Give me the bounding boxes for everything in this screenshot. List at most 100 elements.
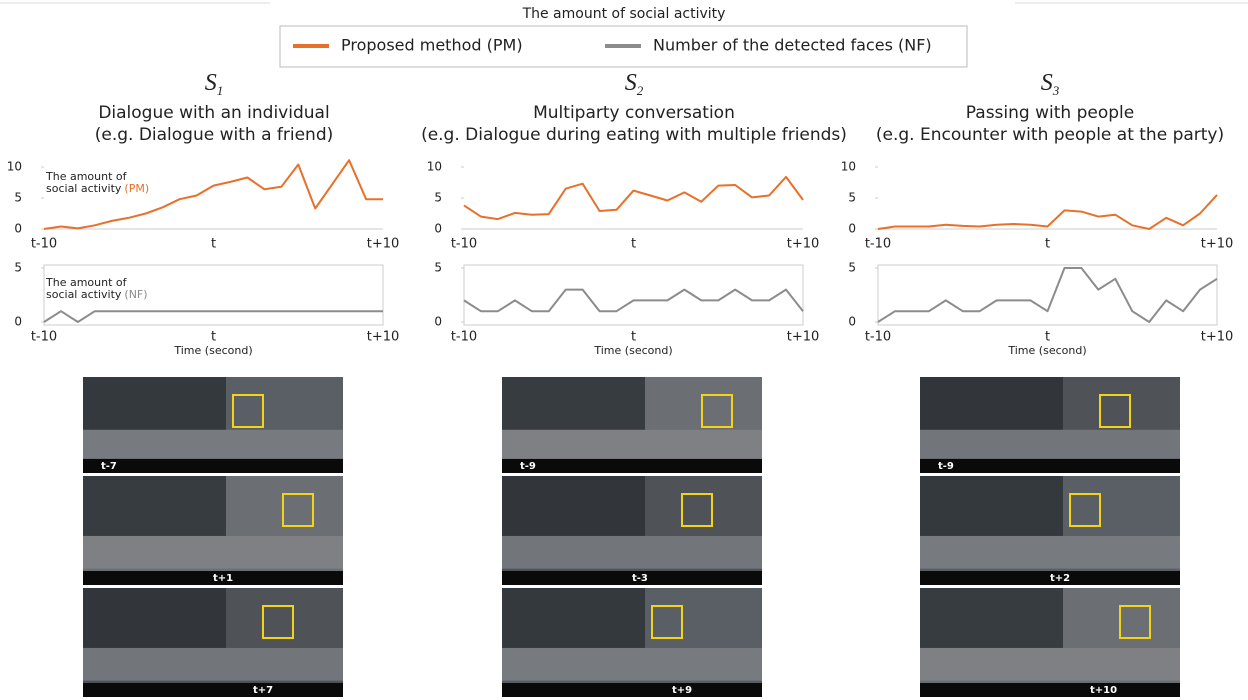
photo-wall — [920, 476, 1063, 536]
y-tick-label: 5 — [848, 191, 856, 205]
y-tick-label: 5 — [14, 261, 22, 275]
x-tick-label: t — [211, 330, 216, 345]
caption-strip — [502, 683, 762, 697]
frame-label: t-3 — [632, 573, 648, 584]
x-tick-label: t-10 — [865, 330, 891, 345]
y-tick-label: 10 — [7, 160, 22, 174]
line-series — [44, 311, 383, 322]
y-tick-label: 5 — [14, 191, 22, 205]
frame-label: t+10 — [1090, 685, 1117, 696]
photo-floor — [920, 430, 1180, 459]
scene-symbol: S2 — [625, 70, 644, 98]
frame-label: t-9 — [520, 461, 536, 472]
line-series — [464, 177, 803, 219]
annotation-series: (NF) — [124, 288, 147, 301]
scene-example: (e.g. Dialogue during eating with multip… — [421, 125, 847, 145]
scene-heading: Dialogue with an individual — [98, 103, 329, 123]
photo-floor — [502, 430, 762, 459]
frame-label: t+1 — [213, 573, 233, 584]
plot-frame — [464, 265, 803, 325]
x-tick-label: t-10 — [31, 237, 57, 252]
x-tick-label: t+10 — [787, 237, 820, 252]
photo-wall — [83, 377, 226, 430]
y-tick-label: 0 — [14, 222, 22, 236]
line-series — [878, 268, 1217, 322]
x-tick-label: t+10 — [367, 237, 400, 252]
y-tick-label: 5 — [848, 261, 856, 275]
y-tick-label: 10 — [841, 160, 856, 174]
y-tick-label: 10 — [427, 160, 442, 174]
x-axis-label: Time (second) — [1007, 344, 1086, 357]
scene-symbol: S1 — [205, 70, 224, 98]
photo-wall — [502, 476, 645, 536]
photo-wall — [83, 588, 226, 648]
y-tick-label: 0 — [434, 222, 442, 236]
x-tick-label: t — [211, 237, 216, 252]
scene-symbol: S3 — [1041, 70, 1060, 98]
frame-label: t+9 — [672, 685, 692, 696]
annotation: social activity(PM) — [46, 182, 149, 195]
y-tick-label: 5 — [434, 191, 442, 205]
x-tick-label: t+10 — [1201, 330, 1234, 345]
annotation-part: social activity — [46, 182, 122, 195]
frame-label: t-9 — [938, 461, 954, 472]
photo-floor — [502, 536, 762, 569]
frame-label: t-7 — [101, 461, 117, 472]
photo-wall — [502, 588, 645, 648]
x-axis-label: Time (second) — [593, 344, 672, 357]
x-tick-label: t+10 — [787, 330, 820, 345]
x-tick-label: t — [1045, 237, 1050, 252]
photo-wall — [920, 377, 1063, 430]
scene-heading: Multiparty conversation — [533, 103, 735, 123]
line-series — [464, 290, 803, 312]
caption-strip — [83, 459, 343, 473]
frame-label: t+2 — [1050, 573, 1070, 584]
photo-floor — [83, 648, 343, 681]
photo-wall — [502, 377, 645, 430]
x-tick-label: t-10 — [865, 237, 891, 252]
scene-heading: Passing with people — [966, 103, 1134, 123]
figure: The amount of social activity Proposed m… — [0, 0, 1248, 700]
x-tick-label: t — [631, 237, 636, 252]
photo-floor — [83, 430, 343, 459]
photo-floor — [502, 648, 762, 681]
x-tick-label: t-10 — [31, 330, 57, 345]
photo-floor — [83, 536, 343, 569]
scene-subscript: 3 — [1052, 83, 1060, 98]
x-tick-label: t+10 — [367, 330, 400, 345]
scene-letter: S — [205, 70, 217, 96]
scene-example: (e.g. Dialogue with a friend) — [95, 125, 334, 145]
plot-frame — [878, 265, 1217, 325]
legend-label: Number of the detected faces (NF) — [653, 36, 932, 55]
caption-strip — [502, 459, 762, 473]
scene-letter: S — [1041, 70, 1053, 96]
frame-label: t+7 — [253, 685, 273, 696]
annotation-series: (PM) — [124, 182, 149, 195]
x-tick-label: t-10 — [451, 330, 477, 345]
photo-wall — [83, 476, 226, 536]
scene-subscript: 2 — [637, 83, 644, 98]
y-tick-label: 0 — [848, 315, 856, 329]
y-tick-label: 0 — [848, 222, 856, 236]
x-tick-label: t+10 — [1201, 237, 1234, 252]
photo-wall — [920, 588, 1063, 648]
annotation: social activity(NF) — [46, 288, 148, 301]
x-axis-label: Time (second) — [173, 344, 252, 357]
x-tick-label: t — [1045, 330, 1050, 345]
figure-title: The amount of social activity — [522, 6, 726, 22]
x-tick-label: t-10 — [451, 237, 477, 252]
scene-example: (e.g. Encounter with people at the party… — [876, 125, 1224, 145]
caption-strip — [83, 683, 343, 697]
caption-strip — [920, 459, 1180, 473]
caption-strip — [920, 683, 1180, 697]
scene-subscript: 1 — [217, 83, 224, 98]
y-tick-label: 5 — [434, 261, 442, 275]
x-tick-label: t — [631, 330, 636, 345]
scene-letter: S — [625, 70, 637, 96]
photo-floor — [920, 536, 1180, 569]
line-series — [878, 195, 1217, 229]
photo-floor — [920, 648, 1180, 681]
y-tick-label: 0 — [14, 315, 22, 329]
y-tick-label: 0 — [434, 315, 442, 329]
annotation-part: social activity — [46, 288, 122, 301]
